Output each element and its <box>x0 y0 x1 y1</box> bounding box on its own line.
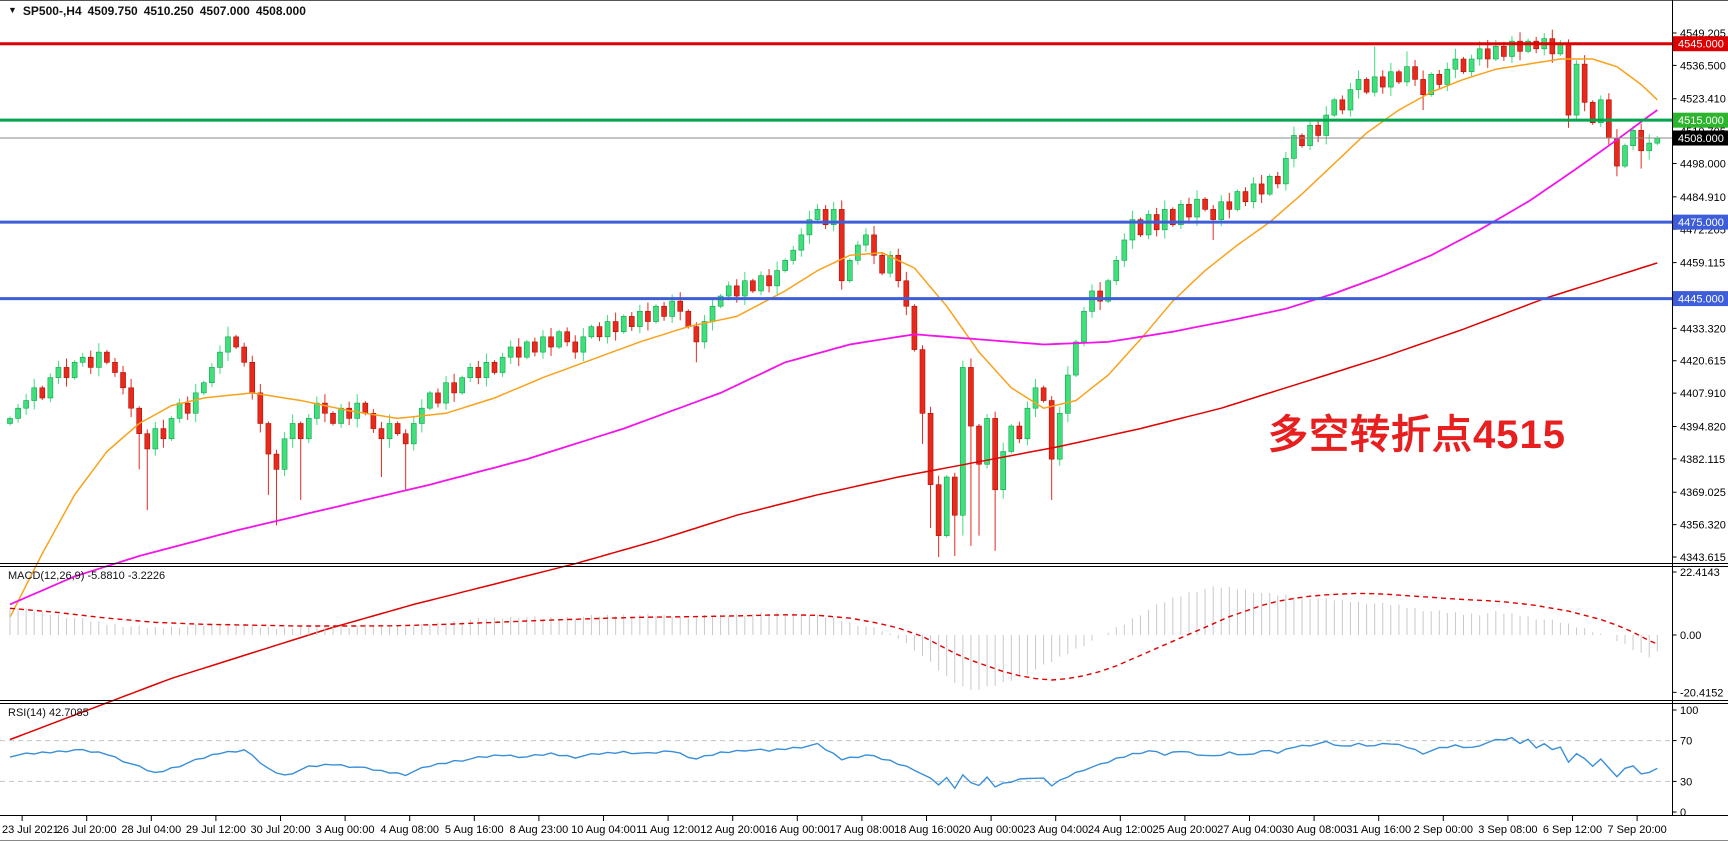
svg-text:4394.820: 4394.820 <box>1680 421 1726 433</box>
svg-text:2 Sep 00:00: 2 Sep 00:00 <box>1414 824 1473 836</box>
svg-text:100: 100 <box>1680 705 1698 717</box>
svg-text:7 Sep 20:00: 7 Sep 20:00 <box>1607 824 1666 836</box>
svg-text:0.00: 0.00 <box>1680 630 1701 642</box>
svg-text:4407.910: 4407.910 <box>1680 388 1726 400</box>
svg-text:23 Jul 2021: 23 Jul 2021 <box>2 824 59 836</box>
chart-title-bar: ▼ SP500-,H4 4509.750 4510.250 4507.000 4… <box>8 4 306 18</box>
svg-text:16 Aug 00:00: 16 Aug 00:00 <box>765 824 830 836</box>
horizontal-level-lines <box>0 42 1673 301</box>
svg-text:4459.115: 4459.115 <box>1680 258 1725 270</box>
svg-text:4445.000: 4445.000 <box>1678 294 1724 306</box>
ma-fast <box>9 58 1658 618</box>
chart-text-annotation: 多空转折点4515 <box>1268 413 1566 457</box>
ma-slow <box>9 262 1658 741</box>
svg-text:4498.000: 4498.000 <box>1680 159 1726 171</box>
svg-text:4475.000: 4475.000 <box>1678 217 1724 229</box>
svg-text:4484.910: 4484.910 <box>1680 192 1726 204</box>
svg-text:3 Aug 00:00: 3 Aug 00:00 <box>316 824 375 836</box>
svg-text:4 Aug 08:00: 4 Aug 08:00 <box>380 824 439 836</box>
svg-text:30: 30 <box>1680 776 1692 788</box>
svg-text:18 Aug 16:00: 18 Aug 16:00 <box>894 824 959 836</box>
rsi-indicator-label: RSI(14) 42.7085 <box>8 707 89 719</box>
svg-text:-20.4152: -20.4152 <box>1680 687 1723 699</box>
svg-text:10 Aug 04:00: 10 Aug 04:00 <box>571 824 636 836</box>
symbol-dropdown-icon[interactable]: ▼ <box>8 5 17 15</box>
svg-text:22.4143: 22.4143 <box>1680 567 1720 579</box>
svg-text:17 Aug 08:00: 17 Aug 08:00 <box>829 824 894 836</box>
svg-text:27 Aug 04:00: 27 Aug 04:00 <box>1217 824 1282 836</box>
svg-text:0: 0 <box>1680 807 1686 819</box>
ohlc-high: 4510.250 <box>143 4 194 18</box>
svg-text:4515.000: 4515.000 <box>1678 115 1724 127</box>
svg-text:28 Jul 04:00: 28 Jul 04:00 <box>121 824 181 836</box>
rsi-scale[interactable]: 100 70 30 0 <box>1672 705 1699 819</box>
svg-text:4356.320: 4356.320 <box>1680 520 1726 532</box>
rsi-panel <box>0 736 1673 790</box>
candles <box>7 29 1661 558</box>
macd-indicator-label: MACD(12,26,9) -5.8810 -3.2226 <box>8 570 166 582</box>
price-scale[interactable]: 4549.2054536.5004523.4104510.7054498.000… <box>1672 28 1728 564</box>
svg-text:4508.000: 4508.000 <box>1678 133 1724 145</box>
svg-text:24 Aug 12:00: 24 Aug 12:00 <box>1088 824 1153 836</box>
svg-text:4343.615: 4343.615 <box>1680 552 1726 564</box>
svg-text:12 Aug 20:00: 12 Aug 20:00 <box>700 824 765 836</box>
svg-text:8 Aug 23:00: 8 Aug 23:00 <box>510 824 569 836</box>
svg-text:4433.320: 4433.320 <box>1680 323 1726 335</box>
svg-text:30 Aug 08:00: 30 Aug 08:00 <box>1282 824 1347 836</box>
ohlc-low: 4507.000 <box>199 4 250 18</box>
svg-text:4545.000: 4545.000 <box>1678 39 1724 51</box>
svg-text:4369.025: 4369.025 <box>1680 487 1726 499</box>
svg-text:4420.615: 4420.615 <box>1680 356 1726 368</box>
svg-text:23 Aug 04:00: 23 Aug 04:00 <box>1023 824 1088 836</box>
svg-text:30 Jul 20:00: 30 Jul 20:00 <box>251 824 311 836</box>
svg-text:20 Aug 00:00: 20 Aug 00:00 <box>959 824 1024 836</box>
ohlc-open: 4509.750 <box>87 4 138 18</box>
svg-text:70: 70 <box>1680 736 1692 748</box>
macd-scale[interactable]: 22.4143 0.00 -20.4152 <box>1672 567 1724 699</box>
svg-text:4523.410: 4523.410 <box>1680 94 1726 106</box>
svg-text:26 Jul 20:00: 26 Jul 20:00 <box>57 824 117 836</box>
svg-text:31 Aug 16:00: 31 Aug 16:00 <box>1346 824 1411 836</box>
svg-text:4382.115: 4382.115 <box>1680 454 1725 466</box>
symbol-timeframe-label: SP500-,H4 <box>22 4 82 18</box>
svg-text:11 Aug 12:00: 11 Aug 12:00 <box>636 824 700 836</box>
svg-text:6 Sep 12:00: 6 Sep 12:00 <box>1543 824 1602 836</box>
ohlc-close: 4508.000 <box>255 4 306 18</box>
svg-text:4536.500: 4536.500 <box>1680 60 1726 72</box>
svg-text:5 Aug 16:00: 5 Aug 16:00 <box>445 824 504 836</box>
svg-text:25 Aug 20:00: 25 Aug 20:00 <box>1152 824 1217 836</box>
macd-panel <box>9 586 1658 690</box>
svg-text:3 Sep 08:00: 3 Sep 08:00 <box>1478 824 1537 836</box>
svg-text:29 Jul 12:00: 29 Jul 12:00 <box>186 824 246 836</box>
ma-mid <box>9 109 1658 606</box>
